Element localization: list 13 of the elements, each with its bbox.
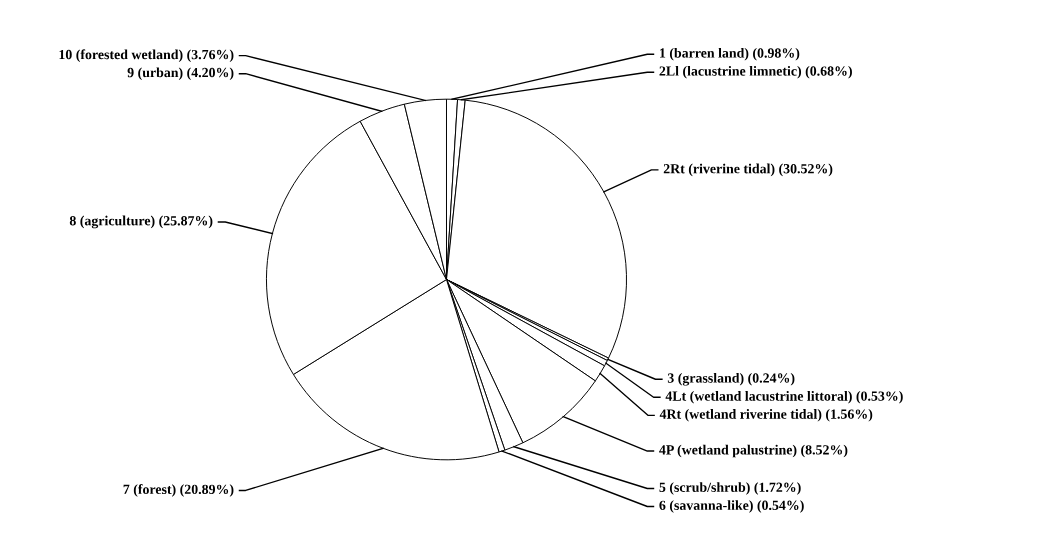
slice-label: 2Rt (riverine tidal) (30.52%) <box>663 163 833 177</box>
slice-label: 10 (forested wetland) (3.76%) <box>59 49 234 63</box>
slice-label: 8 (agriculture) (25.87%) <box>69 215 213 229</box>
slice-label: 2Ll (lacustrine limnetic) (0.68%) <box>659 65 852 79</box>
slice-label: 1 (barren land) (0.98%) <box>660 47 800 61</box>
slice-label: 6 (savanna-like) (0.54%) <box>659 500 804 513</box>
slice-label: 4Rt (wetland riverine tidal) (1.56%) <box>659 409 873 422</box>
slice-label: 7 (forest) (20.89%) <box>123 484 234 497</box>
slice-label: 3 (grassland) (0.24%) <box>667 372 795 386</box>
slice-label: 4P (wetland palustrine) (8.52%) <box>659 444 848 458</box>
slice-label: 4Lt (wetland lacustrine littoral) (0.53%) <box>665 390 903 404</box>
slice-label: 9 (urban) (4.20%) <box>127 67 234 80</box>
slice-label: 5 (scrub/shrub) (1.72%) <box>659 482 801 495</box>
